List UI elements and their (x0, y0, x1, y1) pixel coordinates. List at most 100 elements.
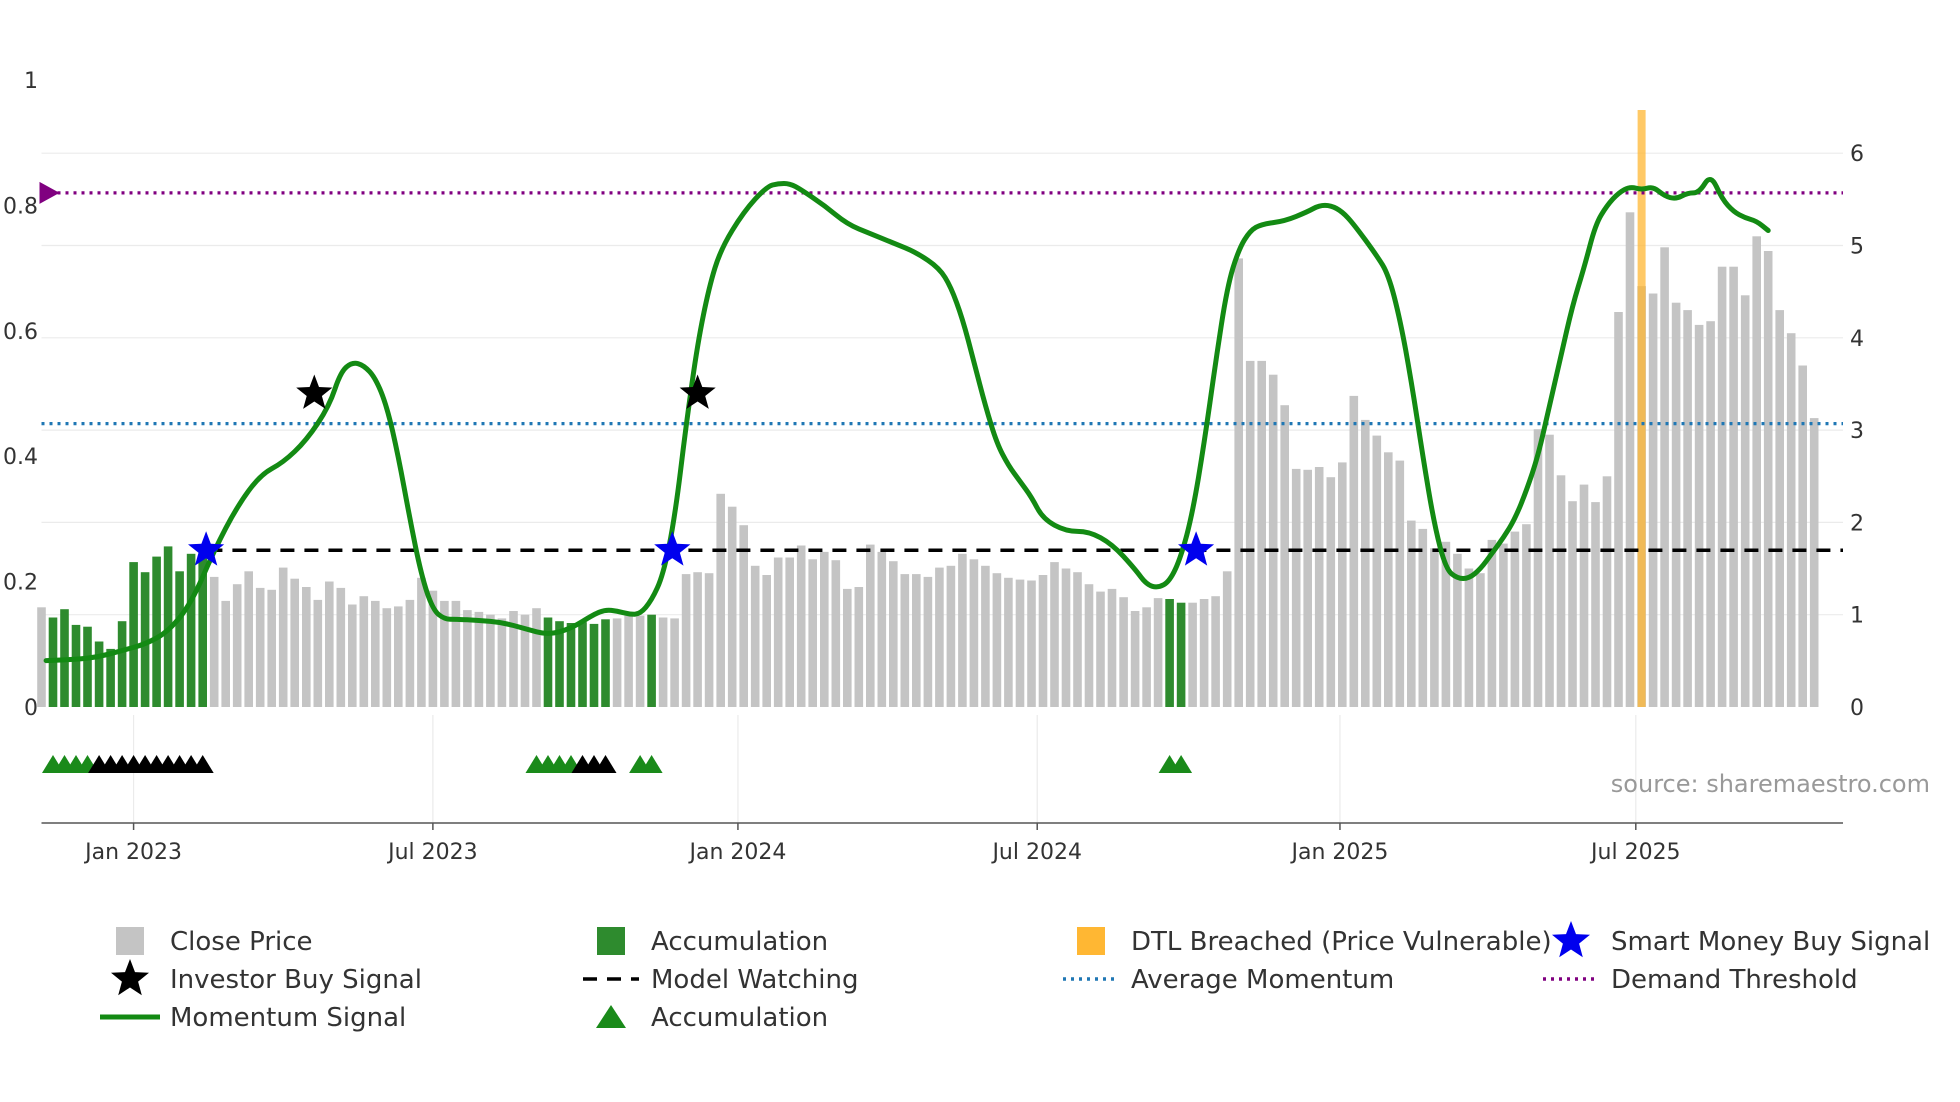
close-price-bar (946, 565, 956, 707)
close-price-bar (394, 606, 403, 707)
legend-label: Smart Money Buy Signal (1611, 927, 1930, 957)
investor-star (296, 374, 333, 409)
close-price-bar (451, 600, 461, 707)
accumulation-bar (1165, 599, 1174, 707)
y-right-tick-label: 3 (1850, 419, 1864, 444)
close-price-bar (359, 596, 369, 707)
close-price-bar (1303, 469, 1312, 707)
close-price-bar (325, 581, 334, 707)
legend-label: Momentum Signal (170, 1003, 406, 1033)
close-price-bar (520, 614, 530, 707)
close-price-bar (1073, 572, 1082, 707)
x-tick-label: Jul 2023 (386, 840, 478, 865)
close-price-bar (1706, 321, 1715, 707)
close-price-bar (405, 599, 415, 707)
smart-money-star (1178, 531, 1215, 566)
close-price-bar (474, 611, 484, 707)
close-price-bar (1130, 611, 1140, 707)
close-price-bar (1453, 553, 1462, 707)
close-price-bar (532, 608, 541, 707)
close-price-bar (336, 587, 346, 707)
close-price-bar (348, 604, 357, 707)
close-price-bar (1740, 295, 1750, 707)
close-price-bar (612, 618, 622, 707)
accumulation-bar (94, 641, 104, 707)
close-price-bar (762, 575, 771, 707)
legend-label: Investor Buy Signal (170, 965, 422, 995)
close-price-bar (232, 584, 242, 707)
close-price-bar (1579, 484, 1589, 707)
y-left-tick-label: 0.8 (3, 194, 38, 219)
close-price-bar (820, 551, 829, 707)
close-price-bar (1591, 502, 1600, 707)
close-price-bar (854, 587, 864, 707)
accumulation-bar (647, 614, 656, 707)
legend-close-price-swatch (116, 927, 144, 955)
legend-smart-money-star (1552, 921, 1590, 958)
close-price-bar (831, 560, 841, 707)
x-tick-label: Jan 2025 (1290, 840, 1389, 865)
signal-triangle (191, 755, 214, 773)
close-price-bar (1199, 599, 1209, 707)
close-price-bar (1522, 524, 1531, 707)
close-price-bar (658, 617, 668, 707)
close-price-bar (1775, 310, 1784, 707)
y-right-tick-label: 6 (1850, 142, 1864, 167)
close-price-bar (1361, 419, 1370, 707)
close-price-bar (278, 567, 288, 707)
close-price-bar (958, 553, 967, 707)
momentum-signal-line (43, 177, 1771, 664)
accumulation-bar (601, 619, 610, 707)
close-price-bar (1809, 418, 1819, 707)
close-price-bar (635, 615, 645, 707)
dtl-breached-bar (1637, 110, 1646, 707)
close-price-bar (1004, 577, 1013, 707)
close-price-bar (313, 599, 323, 707)
accumulation-bar (129, 562, 138, 707)
accumulation-bar (566, 623, 576, 707)
accumulation-bar (175, 571, 184, 707)
close-price-bar (773, 557, 783, 707)
accumulation-bar (117, 621, 127, 707)
close-price-bar (796, 545, 806, 707)
close-price-bar (866, 544, 875, 707)
close-price-bar (1395, 460, 1405, 707)
close-price-bar (1418, 528, 1428, 707)
accumulation-bar (543, 617, 553, 707)
close-price-bar (843, 588, 852, 707)
x-tick-label: Jul 2025 (1589, 840, 1681, 865)
close-price-bar (693, 572, 702, 707)
y-left-tick-label: 0 (24, 696, 38, 721)
legend-label: Average Momentum (1131, 965, 1394, 995)
x-tick-label: Jan 2023 (83, 840, 182, 865)
close-price-bar (417, 577, 426, 707)
close-price-bar (1211, 596, 1220, 707)
y-left-tick-label: 0.2 (3, 571, 38, 596)
close-price-bar (1476, 573, 1485, 707)
y-right-tick-label: 5 (1850, 235, 1864, 260)
close-price-bar (969, 559, 979, 707)
close-price-bar (1050, 562, 1059, 707)
close-price-bar (681, 574, 691, 707)
close-price-bar (1314, 467, 1324, 707)
close-price-bar (624, 615, 633, 707)
legend-label: DTL Breached (Price Vulnerable) (1131, 927, 1552, 957)
demand-threshold-marker (39, 181, 60, 204)
close-price-bar (1384, 452, 1393, 707)
markers-layer (42, 374, 1215, 773)
legend-accumulation-triangle (596, 1005, 626, 1028)
close-price-bar (209, 576, 219, 707)
legend-label: Demand Threshold (1611, 965, 1858, 995)
close-price-bar (981, 565, 990, 707)
accumulation-bar (152, 556, 161, 707)
close-price-bar (290, 578, 299, 707)
accumulation-triangle (1170, 755, 1193, 773)
close-price-bar (1257, 360, 1266, 707)
close-price-bar (371, 600, 380, 707)
axes-layer: Jan 2023 Jul 2023 Jan 2024 Jul 2024 Jan 2025… (3, 69, 1864, 865)
close-price-bar (1234, 258, 1243, 707)
investor-star (679, 374, 716, 409)
close-price-bar (716, 493, 725, 707)
close-price-bar (1188, 602, 1197, 707)
